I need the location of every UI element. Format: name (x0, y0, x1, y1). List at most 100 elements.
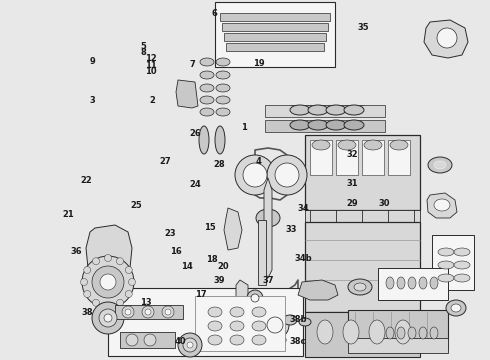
Bar (348, 338, 448, 353)
Ellipse shape (256, 209, 280, 227)
Ellipse shape (454, 274, 470, 282)
Text: 5: 5 (140, 42, 146, 51)
Circle shape (235, 155, 275, 195)
Ellipse shape (344, 105, 364, 115)
Ellipse shape (430, 277, 438, 289)
Circle shape (437, 28, 457, 48)
Text: 14: 14 (181, 262, 193, 271)
Ellipse shape (216, 71, 230, 79)
Bar (305, 312, 420, 357)
Text: 30: 30 (379, 199, 391, 208)
Circle shape (99, 309, 117, 327)
Text: 26: 26 (189, 129, 201, 138)
Ellipse shape (252, 307, 266, 317)
Circle shape (117, 299, 123, 306)
Circle shape (145, 309, 151, 315)
Ellipse shape (419, 277, 427, 289)
Ellipse shape (354, 283, 366, 291)
Text: 31: 31 (346, 179, 358, 188)
Text: 24: 24 (189, 180, 201, 189)
Polygon shape (264, 178, 272, 278)
Polygon shape (176, 80, 198, 108)
Ellipse shape (451, 304, 461, 312)
Circle shape (125, 291, 132, 297)
Text: 29: 29 (346, 199, 358, 208)
Ellipse shape (290, 120, 310, 130)
Circle shape (84, 291, 91, 297)
Bar (362, 140, 384, 175)
Text: 33: 33 (286, 225, 297, 234)
Circle shape (92, 266, 124, 298)
Ellipse shape (430, 327, 438, 339)
Ellipse shape (438, 274, 454, 282)
Bar (348, 310, 448, 340)
Ellipse shape (454, 248, 470, 256)
Circle shape (117, 258, 123, 265)
Text: 25: 25 (130, 202, 142, 210)
Circle shape (104, 302, 112, 310)
Circle shape (82, 256, 134, 308)
Text: 37: 37 (263, 276, 274, 285)
Text: 39: 39 (214, 276, 225, 284)
Circle shape (187, 342, 193, 348)
Ellipse shape (386, 277, 394, 289)
Bar (310, 140, 332, 175)
Ellipse shape (326, 105, 346, 115)
Ellipse shape (344, 120, 364, 130)
Circle shape (251, 294, 259, 302)
Bar (220, 13, 330, 21)
Circle shape (183, 338, 197, 352)
Ellipse shape (364, 140, 382, 150)
Text: 28: 28 (214, 161, 225, 170)
Bar (115, 305, 183, 319)
Text: 19: 19 (253, 59, 265, 68)
Bar (195, 296, 285, 351)
Circle shape (122, 306, 134, 318)
Bar (388, 140, 410, 175)
Ellipse shape (386, 327, 394, 339)
Text: 38c: 38c (290, 338, 306, 346)
Ellipse shape (348, 279, 372, 295)
Ellipse shape (230, 321, 244, 331)
Bar (308, 105, 328, 115)
Ellipse shape (200, 71, 214, 79)
Bar (224, 33, 326, 41)
Ellipse shape (317, 320, 333, 344)
Ellipse shape (312, 140, 330, 150)
Ellipse shape (252, 335, 266, 345)
Circle shape (84, 266, 91, 274)
Circle shape (104, 314, 112, 322)
Ellipse shape (216, 108, 230, 116)
Bar (290, 105, 310, 115)
Ellipse shape (434, 199, 450, 211)
Text: 3: 3 (89, 96, 95, 105)
Bar (378, 318, 448, 350)
Ellipse shape (343, 320, 359, 344)
Ellipse shape (438, 261, 454, 269)
Bar (258, 220, 266, 285)
Bar (378, 268, 448, 300)
Circle shape (144, 334, 156, 346)
Text: 34: 34 (297, 204, 309, 212)
Circle shape (100, 274, 116, 290)
Ellipse shape (216, 84, 230, 92)
Text: 22: 22 (80, 176, 92, 185)
Bar (265, 105, 385, 117)
Bar (336, 140, 358, 175)
Circle shape (128, 279, 136, 285)
Polygon shape (236, 280, 248, 345)
Ellipse shape (326, 120, 346, 130)
Circle shape (125, 266, 132, 274)
Circle shape (80, 279, 88, 285)
Circle shape (92, 302, 124, 334)
Text: 16: 16 (170, 248, 181, 256)
Circle shape (261, 311, 289, 339)
Text: 4: 4 (256, 157, 262, 166)
Text: 15: 15 (204, 223, 216, 232)
Text: 1: 1 (241, 123, 247, 132)
Ellipse shape (283, 315, 297, 325)
Bar (120, 332, 175, 348)
Text: 35: 35 (358, 23, 369, 32)
Bar (305, 222, 420, 312)
Circle shape (243, 163, 267, 187)
